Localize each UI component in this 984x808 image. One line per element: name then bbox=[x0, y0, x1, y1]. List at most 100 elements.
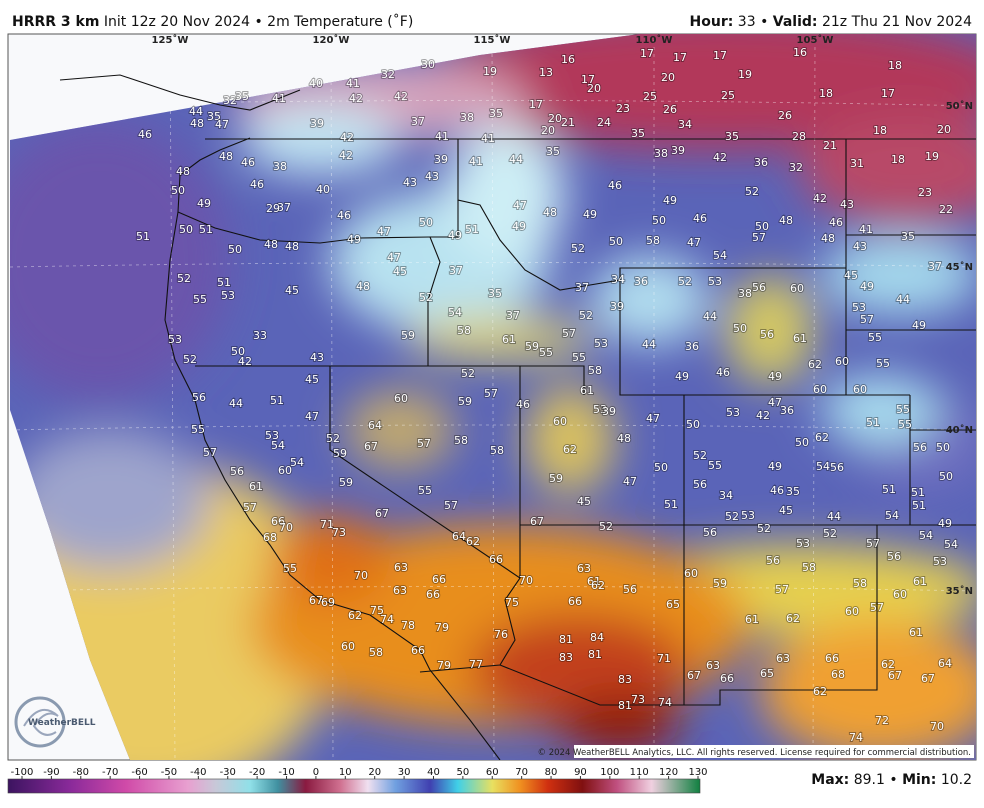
min-value: 10.2 bbox=[941, 772, 972, 788]
temperature-label: 54 bbox=[713, 249, 727, 262]
temperature-label: 58 bbox=[457, 324, 471, 337]
temperature-label: 17 bbox=[581, 73, 595, 86]
temperature-label: 73 bbox=[631, 693, 645, 706]
temperature-label: 47 bbox=[305, 410, 319, 423]
temperature-label: 17 bbox=[640, 47, 654, 60]
temperature-label: 55 bbox=[876, 357, 890, 370]
temperature-label: 53 bbox=[796, 537, 810, 550]
longitude-label: 110˚W bbox=[636, 34, 673, 46]
temperature-label: 58 bbox=[490, 444, 504, 457]
temperature-label: 52 bbox=[823, 527, 837, 540]
temperature-label: 42 bbox=[394, 90, 408, 103]
temperature-label: 45 bbox=[393, 265, 407, 278]
temperature-label: 56 bbox=[693, 478, 707, 491]
temperature-label: 64 bbox=[938, 657, 952, 670]
temperature-label: 35 bbox=[235, 90, 249, 103]
temperature-label: 35 bbox=[207, 110, 221, 123]
temperature-label: 54 bbox=[271, 439, 285, 452]
temperature-label: 79 bbox=[437, 659, 451, 672]
temperature-label: 39 bbox=[610, 300, 624, 313]
temperature-label: 68 bbox=[263, 531, 277, 544]
temperature-label: 17 bbox=[673, 51, 687, 64]
temperature-label: 47 bbox=[377, 225, 391, 238]
temperature-label: 46 bbox=[829, 216, 843, 229]
temperature-label: 43 bbox=[840, 198, 854, 211]
temperature-label: 53 bbox=[168, 333, 182, 346]
temperature-label: 45 bbox=[305, 373, 319, 386]
temperature-label: 41 bbox=[859, 223, 873, 236]
temperature-label: 42 bbox=[349, 92, 363, 105]
colorbar bbox=[7, 778, 701, 794]
temperature-label: 55 bbox=[539, 346, 553, 359]
temperature-label: 75 bbox=[505, 596, 519, 609]
temperature-label: 72 bbox=[875, 714, 889, 727]
temperature-label: 43 bbox=[425, 170, 439, 183]
temperature-label: 36 bbox=[754, 156, 768, 169]
colorbar-tick-label: 110 bbox=[630, 767, 649, 778]
temperature-label: 49 bbox=[197, 197, 211, 210]
temperature-label: 48 bbox=[264, 238, 278, 251]
temperature-label: 42 bbox=[813, 192, 827, 205]
temperature-label: 32 bbox=[223, 94, 237, 107]
temperature-label: 42 bbox=[238, 355, 252, 368]
colorbar-tick-label: 40 bbox=[427, 767, 440, 778]
colorbar-tick-label: 90 bbox=[574, 767, 587, 778]
temperature-label: 54 bbox=[944, 538, 958, 551]
temperature-label: 59 bbox=[458, 395, 472, 408]
temperature-label: 48 bbox=[190, 117, 204, 130]
temperature-label: 37 bbox=[277, 201, 291, 214]
temperature-label: 71 bbox=[320, 518, 334, 531]
temperature-label: 77 bbox=[469, 658, 483, 671]
temperature-label: 20 bbox=[548, 112, 562, 125]
temperature-label: 66 bbox=[432, 573, 446, 586]
temperature-label: 50 bbox=[231, 345, 245, 358]
temperature-label: 54 bbox=[885, 509, 899, 522]
temperature-label: 29 bbox=[266, 202, 280, 215]
temperature-label: 57 bbox=[562, 327, 576, 340]
temperature-label: 30 bbox=[421, 58, 435, 71]
temperature-label: 49 bbox=[860, 280, 874, 293]
temperature-label: 18 bbox=[888, 59, 902, 72]
temperature-label: 57 bbox=[752, 231, 766, 244]
temperature-label: 46 bbox=[716, 366, 730, 379]
colorbar-tick-label: 130 bbox=[688, 767, 707, 778]
temperature-label: 55 bbox=[868, 331, 882, 344]
temperature-label: 58 bbox=[853, 577, 867, 590]
temperature-label: 84 bbox=[590, 631, 604, 644]
temperature-label: 46 bbox=[770, 484, 784, 497]
temperature-label: 50 bbox=[795, 436, 809, 449]
temperature-label: 50 bbox=[652, 214, 666, 227]
temperature-label: 61 bbox=[909, 626, 923, 639]
temperature-label: 46 bbox=[693, 212, 707, 225]
temperature-label: 48 bbox=[617, 432, 631, 445]
temperature-label: 63 bbox=[706, 659, 720, 672]
temperature-label: 35 bbox=[901, 230, 915, 243]
temperature-label: 50 bbox=[939, 470, 953, 483]
colorbar-tick-label: -60 bbox=[131, 767, 147, 778]
temperature-label: 55 bbox=[572, 351, 586, 364]
temperature-label: 49 bbox=[512, 220, 526, 233]
temperature-label: 50 bbox=[686, 418, 700, 431]
temperature-label: 59 bbox=[713, 577, 727, 590]
temperature-label: 51 bbox=[911, 486, 925, 499]
temperature-label: 66 bbox=[720, 672, 734, 685]
max-label: Max: bbox=[811, 772, 849, 788]
temperature-label: 53 bbox=[741, 509, 755, 522]
temperature-label: 25 bbox=[643, 90, 657, 103]
temperature-label: 48 bbox=[779, 214, 793, 227]
temperature-label: 59 bbox=[339, 476, 353, 489]
separator: • bbox=[760, 14, 768, 30]
temperature-label: 67 bbox=[921, 672, 935, 685]
temperature-label: 61 bbox=[587, 575, 601, 588]
temperature-label: 70 bbox=[354, 569, 368, 582]
temperature-label: 56 bbox=[230, 465, 244, 478]
temperature-label: 66 bbox=[825, 652, 839, 665]
temperature-label: 53 bbox=[708, 275, 722, 288]
temperature-label: 19 bbox=[738, 68, 752, 81]
temperature-label: 20 bbox=[661, 71, 675, 84]
longitude-label: 125˚W bbox=[152, 34, 189, 46]
temperature-label: 60 bbox=[813, 383, 827, 396]
temperature-label: 60 bbox=[278, 464, 292, 477]
temperature-label: 34 bbox=[611, 273, 625, 286]
temperature-label: 52 bbox=[579, 309, 593, 322]
